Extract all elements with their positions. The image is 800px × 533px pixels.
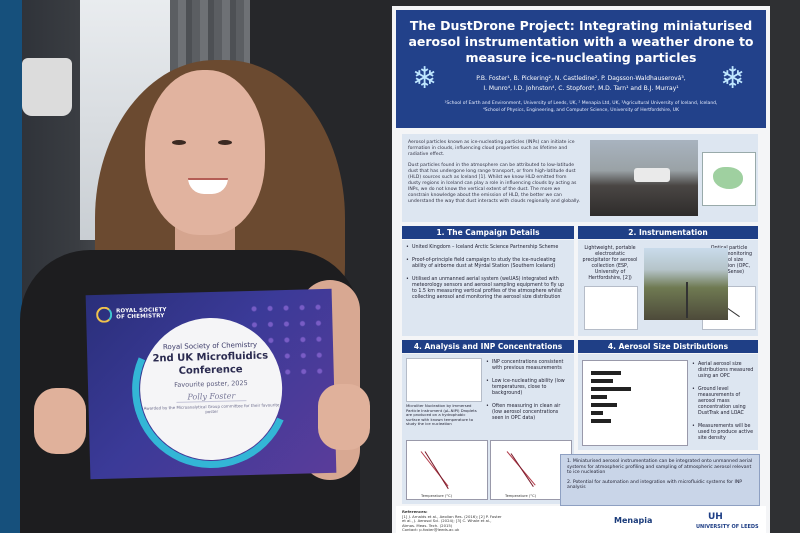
section-analysis-body: Microliter Nucleation by Immersed Partic… bbox=[402, 354, 574, 504]
analysis-bullet: Low ice-nucleating ability (low temperat… bbox=[486, 379, 570, 397]
conclusion-item: 2. Potential for automation and integrat… bbox=[567, 479, 743, 491]
rsc-logo-icon bbox=[95, 306, 113, 323]
contact-text: Contact: p.foster@leeds.ac.uk bbox=[402, 527, 460, 533]
left-eye bbox=[172, 140, 186, 145]
section-instrumentation-heading: 2. Instrumentation bbox=[578, 226, 758, 239]
poster-header: ❄ ❄ The DustDrone Project: Integrating m… bbox=[396, 10, 766, 128]
esp-diagram bbox=[584, 286, 638, 330]
iceland-map bbox=[702, 152, 756, 206]
analysis-bullet: Often measuring in clean air (low aeroso… bbox=[486, 404, 570, 422]
section-campaign-heading: 1. The Campaign Details bbox=[402, 226, 574, 239]
intro-paragraph: Aerosol particles known as ice-nucleatin… bbox=[408, 140, 575, 157]
size-bar bbox=[591, 395, 607, 399]
size-bar bbox=[591, 419, 611, 423]
inp-curve bbox=[424, 451, 449, 490]
inp-plot-left: Temperature (°C) bbox=[406, 440, 488, 500]
references-title: References: bbox=[402, 509, 428, 514]
esp-caption: Lightweight, portable electrostatic prec… bbox=[582, 246, 638, 281]
references: References: [1] J. Arnalds et al., Aeoli… bbox=[402, 509, 502, 533]
size-bar bbox=[591, 387, 631, 391]
rsc-logo-text: ROYAL SOCIETY OF CHEMISTRY bbox=[115, 307, 167, 321]
field-site-photo bbox=[590, 140, 698, 216]
size-bar bbox=[591, 411, 603, 415]
certificate-text: Royal Society of Chemistry 2nd UK Microf… bbox=[139, 340, 283, 416]
leeds-logo: UNIVERSITY OF LEEDS bbox=[696, 524, 759, 530]
campaign-bullet: United Kingdom – Iceland Arctic Science … bbox=[406, 245, 570, 251]
uh-logo: UH bbox=[708, 512, 723, 522]
affiliation-line: ¹School of Earth and Environment, Univer… bbox=[444, 101, 718, 106]
certificate: ROYAL SOCIETY OF CHEMISTRY Royal Society… bbox=[85, 288, 337, 480]
poster-title-line: The DustDrone Project: Integrating minia… bbox=[409, 18, 753, 33]
size-bar bbox=[591, 403, 617, 407]
analysis-bullet: INP concentrations consistent with previ… bbox=[486, 360, 570, 372]
certificate-signature: Polly Foster bbox=[176, 391, 247, 403]
poster-title-line: measure ice-nucleating particles bbox=[465, 50, 697, 65]
conclusions-box: 1. Miniaturised aerosol instrumentation … bbox=[560, 454, 760, 506]
intro-text: Aerosol particles known as ice-nucleatin… bbox=[408, 140, 580, 205]
poster-title: The DustDrone Project: Integrating minia… bbox=[396, 18, 766, 66]
right-hand bbox=[318, 384, 370, 450]
research-poster: ❄ ❄ The DustDrone Project: Integrating m… bbox=[392, 6, 770, 533]
size-bullet: Ground level measurements of aerosol mas… bbox=[692, 387, 754, 417]
section-analysis-heading: 4. Analysis and INP Concentrations bbox=[402, 340, 574, 353]
face bbox=[145, 70, 265, 235]
authors-line: I. Munro⁴, I.D. Johnston⁴, C. Stopford⁴,… bbox=[483, 85, 679, 92]
poster-footer: References: [1] J. Arnalds et al., Aeoli… bbox=[396, 506, 766, 533]
certificate-award: Favourite poster, 2025 bbox=[174, 379, 248, 389]
poster-introduction: Aerosol particles known as ice-nucleatin… bbox=[402, 134, 758, 222]
campaign-bullet: Utilised an unmanned aerial system (weUA… bbox=[406, 277, 570, 301]
affiliation-line: ⁴School of Physics, Engineering, and Com… bbox=[482, 108, 679, 113]
inp-plot-right: Temperature (°C) bbox=[490, 440, 572, 500]
smile bbox=[188, 178, 228, 194]
nipi-diagram bbox=[406, 358, 482, 402]
campaign-bullet: Proof-of-principle field campaign to stu… bbox=[406, 258, 570, 270]
authors-line: P.B. Foster¹, B. Pickering², N. Castledi… bbox=[476, 75, 686, 82]
inp-curve bbox=[510, 453, 534, 487]
opc-caption: Optical particle counter monitoring aero… bbox=[705, 246, 753, 275]
left-hand bbox=[34, 388, 86, 454]
poster-affiliations: ¹School of Earth and Environment, Univer… bbox=[416, 100, 746, 114]
right-wall bbox=[770, 0, 800, 533]
blue-display-board bbox=[0, 0, 22, 533]
analysis-bullets: INP concentrations consistent with previ… bbox=[486, 360, 570, 429]
size-bullets: Aerial aerosol size distributions measur… bbox=[692, 362, 754, 449]
snowflake-icon-left: ❄ bbox=[412, 61, 438, 96]
axis-label: Temperature (°C) bbox=[421, 494, 453, 498]
rsc-logo: ROYAL SOCIETY OF CHEMISTRY bbox=[95, 305, 171, 323]
certificate-conference-line1: 2nd UK Microfluidics bbox=[152, 350, 269, 365]
size-bar bbox=[591, 379, 613, 383]
nipi-caption: Microliter Nucleation by Immersed Partic… bbox=[406, 403, 477, 427]
intro-paragraph: Dust particles found in the atmosphere c… bbox=[408, 163, 580, 204]
right-eye bbox=[218, 140, 232, 145]
section-size-heading: 4. Aerosol Size Distributions bbox=[578, 340, 758, 353]
size-bullet: Aerial aerosol size distributions measur… bbox=[692, 362, 754, 380]
snowflake-icon-right: ❄ bbox=[720, 61, 746, 96]
section-campaign-body: United Kingdom – Iceland Arctic Science … bbox=[402, 240, 574, 336]
poster-title-line: aerosol instrumentation with a weather d… bbox=[408, 34, 754, 49]
menapia-logo: Menapia bbox=[614, 516, 653, 525]
conclusion-item: 1. Miniaturised aerosol instrumentation … bbox=[567, 459, 753, 475]
section-size-body: Aerial aerosol size distributions measur… bbox=[578, 354, 758, 450]
size-bar bbox=[591, 371, 621, 375]
axis-label: Temperature (°C) bbox=[505, 494, 537, 498]
size-distribution-plot bbox=[582, 360, 688, 446]
drone-site-photo bbox=[644, 248, 728, 320]
vehicle bbox=[634, 168, 670, 182]
references-text: [1] J. Arnalds et al., Aeolian Res. (201… bbox=[402, 513, 502, 528]
size-bullet: Measurements will be used to produce act… bbox=[692, 424, 754, 442]
sampling-mast bbox=[686, 282, 688, 318]
hanging-bag bbox=[22, 58, 72, 116]
iceland-landmass bbox=[713, 167, 743, 189]
certificate-conference-line2: Conference bbox=[178, 364, 243, 377]
poster-authors: P.B. Foster¹, B. Pickering², N. Castledi… bbox=[436, 74, 726, 94]
